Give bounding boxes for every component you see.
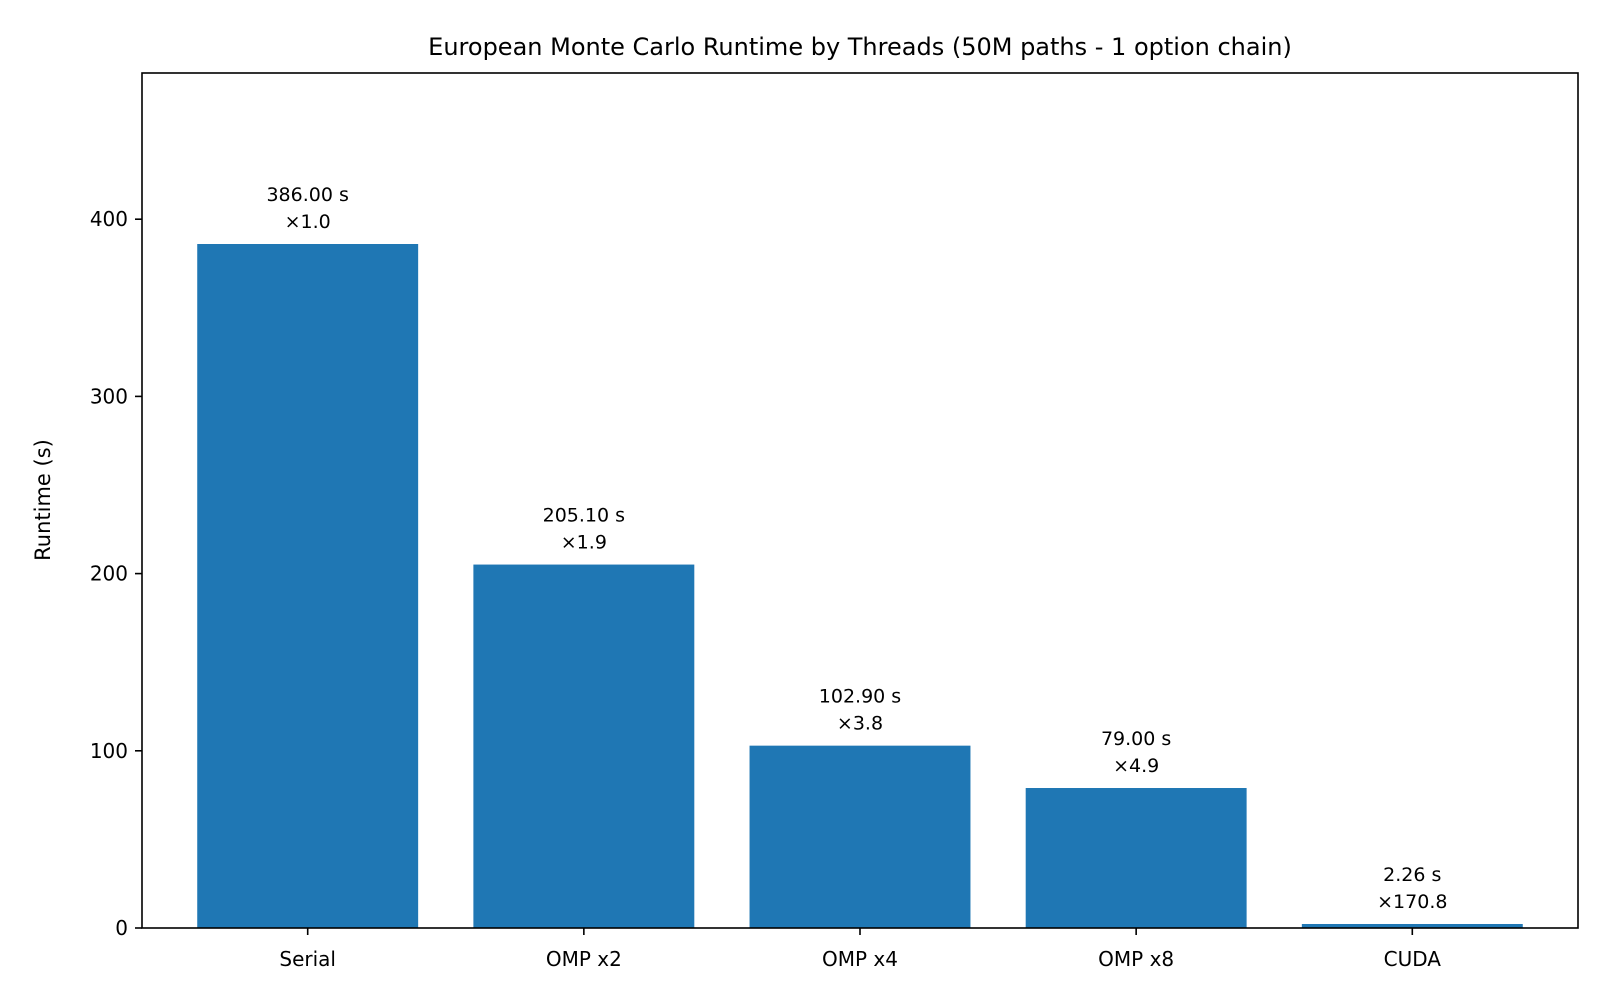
plot-frame bbox=[141, 72, 1579, 929]
data-label-runtime: 79.00 s bbox=[1101, 728, 1171, 750]
data-label-speedup: ×1.9 bbox=[561, 532, 607, 554]
x-tick-label: CUDA bbox=[1384, 947, 1442, 971]
chart-title: European Monte Carlo Runtime by Threads … bbox=[428, 33, 1292, 61]
data-label-runtime: 386.00 s bbox=[266, 184, 348, 206]
data-label-speedup: ×3.8 bbox=[837, 713, 883, 735]
data-label-runtime: 102.90 s bbox=[819, 686, 901, 708]
data-label-runtime: 205.10 s bbox=[543, 505, 625, 527]
x-axis: Serial OMP x2 OMP x4 OMP x8 CUDA bbox=[279, 928, 1441, 971]
data-label-runtime: 2.26 s bbox=[1383, 864, 1441, 886]
data-label-speedup: ×170.8 bbox=[1377, 891, 1447, 913]
x-tick-label: Serial bbox=[279, 947, 336, 971]
data-labels-layer: 386.00 s ×1.0 205.10 s ×1.9 102.90 s ×3.8 79.0… bbox=[266, 184, 1447, 913]
x-tick-label: OMP x2 bbox=[546, 947, 622, 971]
bar-omp-x4 bbox=[749, 745, 971, 928]
y-axis: 0 100 200 300 400 bbox=[90, 207, 142, 940]
data-label-speedup: ×1.0 bbox=[285, 211, 331, 233]
bars-layer bbox=[197, 244, 1523, 928]
y-tick-label: 0 bbox=[115, 916, 128, 940]
x-tick-label: OMP x4 bbox=[822, 947, 898, 971]
x-tick-label: OMP x8 bbox=[1098, 947, 1174, 971]
y-axis-label: Runtime (s) bbox=[31, 439, 55, 561]
data-label-speedup: ×4.9 bbox=[1113, 755, 1159, 777]
y-tick-label: 100 bbox=[90, 739, 128, 763]
bar-serial bbox=[197, 244, 419, 928]
y-tick-label: 300 bbox=[90, 384, 128, 408]
bar-omp-x2 bbox=[473, 564, 695, 928]
bar-cuda bbox=[1301, 923, 1523, 928]
bar-omp-x8 bbox=[1025, 788, 1247, 928]
y-tick-label: 400 bbox=[90, 207, 128, 231]
y-tick-label: 200 bbox=[90, 562, 128, 586]
